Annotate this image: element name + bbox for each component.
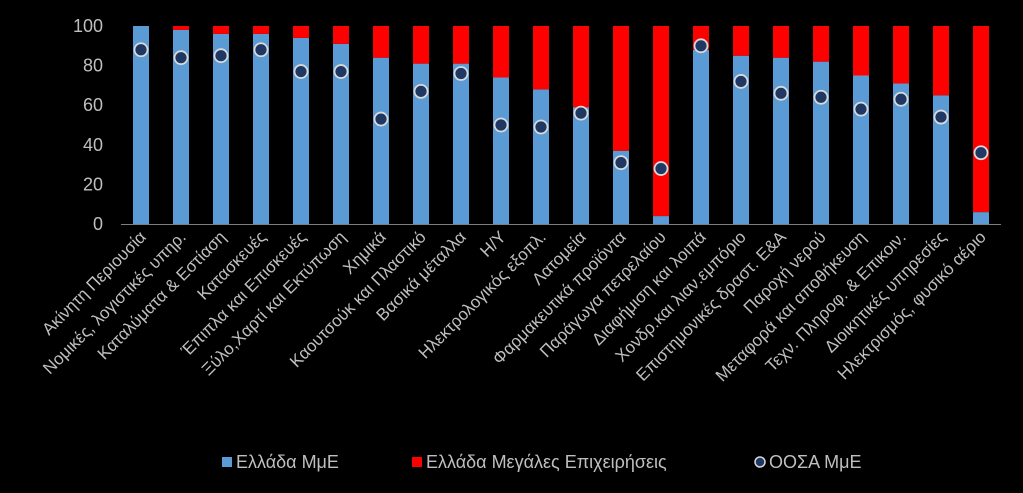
legend: Ελλάδα ΜμΕ Ελλάδα Μεγάλες Επιχειρήσεις ΟΟΣ…	[222, 452, 862, 472]
marker-oecd-sme	[653, 161, 669, 176]
marker-oecd-sme	[613, 155, 629, 171]
bar-greece-sme	[853, 75, 869, 224]
marker-oecd-sme	[733, 74, 749, 89]
legend-label: Ελλάδα ΜμΕ	[236, 452, 339, 472]
bar-greece-sme	[413, 63, 429, 225]
marker-oecd-sme	[893, 91, 909, 107]
y-tick-label: 100	[73, 16, 103, 36]
legend-label: ΟΟΣΑ ΜμΕ	[769, 452, 862, 472]
bar-greece-sme	[893, 83, 909, 224]
legend-swatch	[412, 457, 422, 467]
bar-greece-large	[893, 26, 909, 84]
marker-oecd-sme	[173, 50, 189, 66]
bar-greece-sme	[133, 26, 149, 224]
series-oecd-sme	[133, 38, 989, 176]
bar-greece-large	[573, 26, 589, 108]
y-axis-ticks: 0 20 40 60 80 100	[73, 16, 103, 234]
bar-greece-sme	[173, 29, 189, 225]
marker-oecd-sme	[853, 101, 869, 117]
bar-greece-large	[173, 26, 189, 30]
bar-greece-sme	[653, 216, 669, 224]
bar-greece-sme	[213, 33, 229, 224]
bar-greece-large	[453, 26, 469, 64]
bar-greece-large	[333, 26, 349, 44]
bar-greece-sme	[453, 63, 469, 225]
marker-oecd-sme	[333, 64, 349, 79]
y-tick-label: 40	[83, 135, 103, 155]
bar-greece-sme	[813, 61, 829, 224]
bar-greece-large	[533, 26, 549, 90]
marker-oecd-sme	[933, 109, 949, 125]
bar-greece-large	[813, 26, 829, 62]
legend-marker	[754, 456, 766, 468]
bar-greece-large	[373, 26, 389, 58]
series-greece-large	[173, 26, 989, 217]
bar-greece-sme	[773, 57, 789, 225]
bar-greece-sme	[333, 43, 349, 224]
bar-greece-large	[733, 26, 749, 56]
bar-greece-sme	[733, 55, 749, 225]
legend-label: Ελλάδα Μεγάλες Επιχειρήσεις	[426, 452, 667, 472]
marker-oecd-sme	[533, 119, 549, 135]
bar-greece-sme	[253, 33, 269, 224]
bar-greece-large	[933, 26, 949, 96]
y-tick-label: 60	[83, 95, 103, 115]
bar-greece-sme	[973, 212, 989, 224]
bar-greece-large	[773, 26, 789, 58]
bar-greece-large	[253, 26, 269, 34]
legend-swatch	[222, 457, 232, 467]
marker-oecd-sme	[453, 66, 469, 81]
marker-oecd-sme	[973, 145, 989, 161]
marker-oecd-sme	[373, 111, 389, 127]
bar-greece-sme	[613, 150, 629, 224]
bar-greece-large	[973, 26, 989, 213]
marker-oecd-sme	[693, 38, 709, 54]
bar-greece-sme	[493, 77, 509, 224]
bar-greece-large	[293, 26, 309, 38]
bar-greece-large	[653, 26, 669, 217]
bar-greece-sme	[573, 107, 589, 224]
bar-greece-large	[413, 26, 429, 64]
marker-oecd-sme	[573, 105, 589, 121]
marker-oecd-sme	[493, 117, 509, 133]
bar-greece-large	[853, 26, 869, 76]
marker-oecd-sme	[773, 85, 789, 101]
marker-oecd-sme	[813, 89, 829, 105]
marker-oecd-sme	[413, 83, 429, 99]
marker-oecd-sme	[253, 42, 269, 58]
y-tick-label: 20	[83, 174, 103, 194]
bar-greece-sme	[933, 95, 949, 224]
bar-greece-sme	[293, 37, 309, 224]
bar-greece-sme	[533, 89, 549, 224]
y-tick-label: 80	[83, 56, 103, 76]
bar-greece-sme	[373, 57, 389, 225]
bar-greece-large	[613, 26, 629, 151]
marker-oecd-sme	[213, 48, 229, 64]
marker-oecd-sme	[133, 42, 149, 58]
marker-oecd-sme	[293, 64, 309, 79]
category-label: Η/Υ	[476, 227, 509, 260]
bar-greece-large	[493, 26, 509, 78]
y-tick-label: 0	[93, 214, 103, 234]
bar-greece-large	[213, 26, 229, 34]
bar-greece-sme	[693, 49, 709, 225]
